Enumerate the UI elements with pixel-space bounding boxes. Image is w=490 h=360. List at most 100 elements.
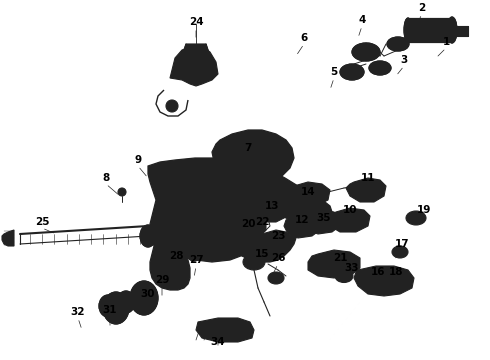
Polygon shape [196, 318, 254, 342]
Text: 1: 1 [442, 37, 450, 47]
Circle shape [166, 100, 178, 112]
Ellipse shape [340, 64, 364, 80]
Circle shape [361, 186, 371, 196]
Ellipse shape [404, 18, 412, 42]
Ellipse shape [268, 272, 284, 284]
Circle shape [225, 235, 235, 245]
Text: 26: 26 [271, 253, 285, 263]
Text: 14: 14 [301, 187, 315, 197]
Polygon shape [254, 230, 292, 254]
Text: 20: 20 [241, 219, 255, 229]
Text: 5: 5 [330, 67, 338, 77]
Circle shape [240, 146, 264, 170]
Text: 31: 31 [103, 305, 117, 315]
Ellipse shape [153, 226, 171, 250]
Polygon shape [354, 266, 414, 296]
Polygon shape [170, 46, 218, 86]
Text: 29: 29 [155, 275, 169, 285]
Circle shape [413, 215, 419, 221]
Circle shape [286, 196, 294, 204]
Ellipse shape [117, 291, 135, 313]
Ellipse shape [387, 37, 409, 51]
Text: 35: 35 [317, 213, 331, 223]
Polygon shape [346, 178, 386, 202]
Ellipse shape [156, 230, 168, 246]
Text: 34: 34 [211, 337, 225, 347]
Ellipse shape [447, 17, 457, 43]
Text: 25: 25 [35, 217, 49, 227]
Text: 16: 16 [371, 267, 385, 277]
Ellipse shape [172, 233, 184, 251]
Text: 8: 8 [102, 173, 110, 183]
Polygon shape [178, 220, 258, 262]
Text: 32: 32 [71, 307, 85, 317]
Text: 10: 10 [343, 205, 357, 215]
Text: 17: 17 [394, 239, 409, 249]
Text: 6: 6 [300, 33, 308, 43]
Circle shape [374, 274, 386, 286]
Polygon shape [304, 210, 340, 234]
Ellipse shape [369, 61, 391, 75]
Text: 18: 18 [389, 267, 403, 277]
Ellipse shape [135, 287, 153, 309]
Ellipse shape [168, 229, 188, 255]
Polygon shape [2, 230, 14, 246]
Text: 28: 28 [169, 251, 183, 261]
Text: 13: 13 [265, 201, 279, 211]
Text: 30: 30 [141, 289, 155, 299]
Circle shape [345, 216, 355, 226]
Ellipse shape [406, 211, 426, 225]
Ellipse shape [140, 225, 156, 247]
Text: 19: 19 [417, 205, 431, 215]
Text: 27: 27 [189, 255, 203, 265]
Text: 33: 33 [345, 263, 359, 273]
Circle shape [118, 188, 126, 196]
Circle shape [139, 293, 149, 303]
Circle shape [181, 181, 191, 191]
Polygon shape [184, 44, 208, 50]
Circle shape [265, 235, 275, 245]
Ellipse shape [143, 229, 153, 243]
Ellipse shape [121, 295, 131, 309]
Polygon shape [308, 250, 360, 278]
Text: 11: 11 [361, 173, 375, 183]
Polygon shape [220, 212, 266, 240]
Polygon shape [148, 158, 332, 290]
Ellipse shape [130, 281, 158, 315]
Text: 24: 24 [189, 17, 203, 27]
Circle shape [206, 230, 234, 258]
Polygon shape [328, 208, 370, 232]
Text: 22: 22 [255, 217, 269, 227]
Polygon shape [288, 182, 330, 206]
Text: 15: 15 [255, 249, 269, 259]
Text: 12: 12 [295, 215, 309, 225]
Text: 9: 9 [134, 155, 142, 165]
Polygon shape [455, 26, 468, 36]
Ellipse shape [352, 43, 380, 61]
Polygon shape [184, 56, 208, 76]
Circle shape [246, 152, 258, 164]
Polygon shape [284, 214, 320, 238]
Text: 23: 23 [271, 231, 285, 241]
Circle shape [236, 176, 244, 184]
Circle shape [150, 168, 158, 176]
Text: 21: 21 [333, 253, 347, 263]
Text: 3: 3 [400, 55, 408, 65]
Ellipse shape [335, 270, 353, 283]
Circle shape [112, 304, 120, 312]
Ellipse shape [108, 298, 124, 318]
Polygon shape [408, 18, 452, 42]
Circle shape [327, 257, 341, 271]
Circle shape [238, 220, 250, 232]
Ellipse shape [103, 292, 129, 324]
Circle shape [251, 259, 257, 265]
Ellipse shape [103, 299, 113, 313]
Ellipse shape [392, 246, 408, 258]
Polygon shape [212, 130, 294, 184]
Ellipse shape [185, 235, 203, 261]
Text: 7: 7 [245, 143, 252, 153]
Ellipse shape [189, 240, 199, 256]
Circle shape [214, 238, 226, 250]
Ellipse shape [243, 254, 265, 270]
Text: 2: 2 [418, 3, 426, 13]
